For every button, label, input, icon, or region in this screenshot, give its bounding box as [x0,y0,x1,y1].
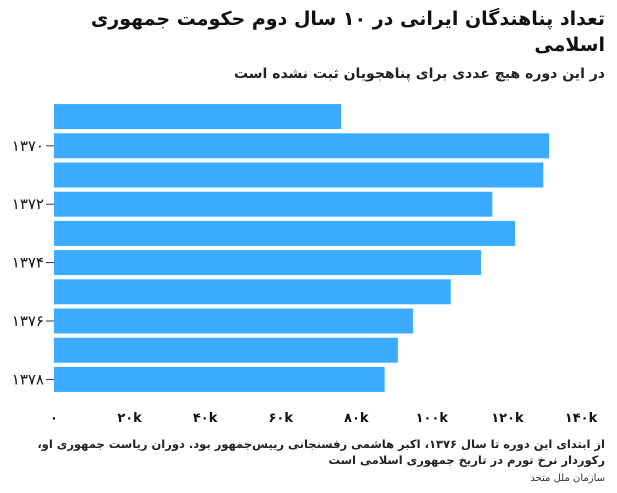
bar-9 [54,366,385,392]
bar-7 [54,308,413,334]
y-tick-label: ۱۳۷۲ [12,195,44,213]
x-tick-label: ۱۴۰k [565,411,598,426]
y-tick-label: ۱۳۷۶ [12,312,44,330]
bar-chart: ۱۳۷۰ ۱۳۷۲ ۱۳۷۴ ۱۳۷۶ ۱۳۷۸ ۰ ۲۰k ۴۰k ۶۰k ۸۰k ۱۰۰k ۱۲… [12,104,598,426]
x-tick-label: ۱۲۰k [491,411,524,426]
bar-6 [54,279,451,305]
x-tick-label: ۶۰k [268,411,293,426]
bars-group [54,104,549,392]
footnote: از ابتدای این دوره تا سال ۱۳۷۶، اکبر هاش… [37,437,605,467]
y-tick-label: ۱۳۷۸ [12,370,44,388]
source-label: سازمان ملل متحد [530,473,605,484]
bar-5 [54,250,481,276]
chart-subtitle: در این دوره هیچ عددی برای پناهجویان ثبت … [233,66,605,82]
y-axis: ۱۳۷۰ ۱۳۷۲ ۱۳۷۴ ۱۳۷۶ ۱۳۷۸ [12,137,54,388]
bar-0 [54,104,342,130]
x-tick-label: ۲۰k [117,411,142,426]
x-axis: ۰ ۲۰k ۴۰k ۶۰k ۸۰k ۱۰۰k ۱۲۰k ۱۴۰k [50,411,598,426]
bar-8 [54,337,398,363]
x-tick-label: ۴۰k [193,411,218,426]
y-tick-label: ۱۳۷۴ [12,254,44,272]
y-tick-label: ۱۳۷۰ [12,137,44,155]
bar-2 [54,162,544,188]
chart-title: تعداد پناهندگان ایرانی در ۱۰ سال دوم حکو… [90,8,605,56]
x-tick-label: ۱۰۰k [416,411,449,426]
x-tick-label: ۸۰k [344,411,369,426]
bar-1 [54,133,549,159]
bar-4 [54,220,515,246]
bar-3 [54,191,493,217]
x-tick-label: ۰ [50,411,58,426]
